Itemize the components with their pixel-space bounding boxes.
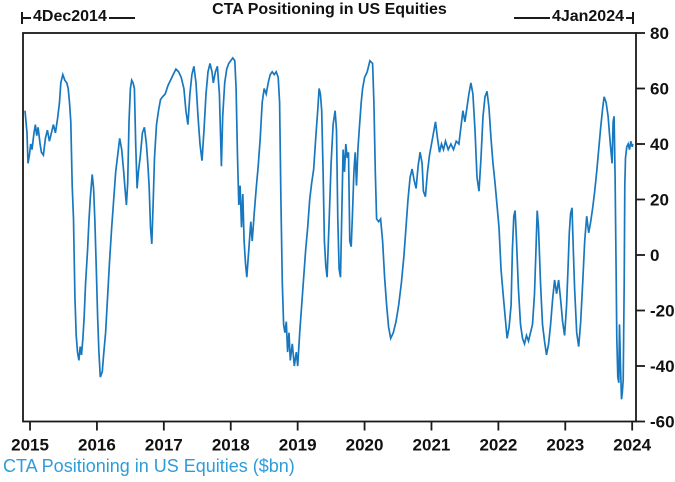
y-tick-label: 0 (650, 246, 659, 265)
x-tick-label: 2016 (78, 436, 116, 455)
x-tick-label: 2017 (145, 436, 183, 455)
y-tick-label: 20 (650, 191, 669, 210)
y-tick-label: -60 (650, 413, 675, 432)
x-tick-label: 2020 (346, 436, 384, 455)
x-tick-label: 2022 (479, 436, 517, 455)
x-tick-label: 2021 (413, 436, 451, 455)
range-start-line-tail (108, 17, 135, 19)
y-tick-label: -40 (650, 357, 675, 376)
x-tick-label: 2019 (279, 436, 317, 455)
range-end-bracket (632, 12, 634, 24)
date-range-start-annotation: 4Dec2014 (21, 8, 135, 26)
y-tick-label: -20 (650, 302, 675, 321)
chart-title: CTA Positioning in US Equities (212, 1, 447, 18)
plot-frame (22, 32, 637, 423)
series-source-label: CTA Positioning in US Equities ($bn) (3, 456, 295, 476)
x-tick-label: 2023 (546, 436, 584, 455)
cta-positioning-series-line (24, 56, 634, 400)
y-tick-label: 80 (650, 24, 669, 43)
date-range-end-annotation: 4Jan2024 (513, 8, 634, 26)
x-tick-label: 2024 (613, 436, 651, 455)
range-end-line (513, 17, 550, 19)
y-tick-label: 60 (650, 80, 669, 99)
range-start-label: 4Dec2014 (33, 8, 107, 25)
x-tick-label: 2015 (11, 436, 49, 455)
x-tick-label: 2018 (212, 436, 250, 455)
range-end-label: 4Jan2024 (551, 8, 624, 25)
range-start-bracket (21, 12, 23, 24)
y-tick-label: 40 (650, 135, 669, 154)
range-end-line-tail (626, 17, 632, 19)
range-start-line (23, 17, 31, 19)
